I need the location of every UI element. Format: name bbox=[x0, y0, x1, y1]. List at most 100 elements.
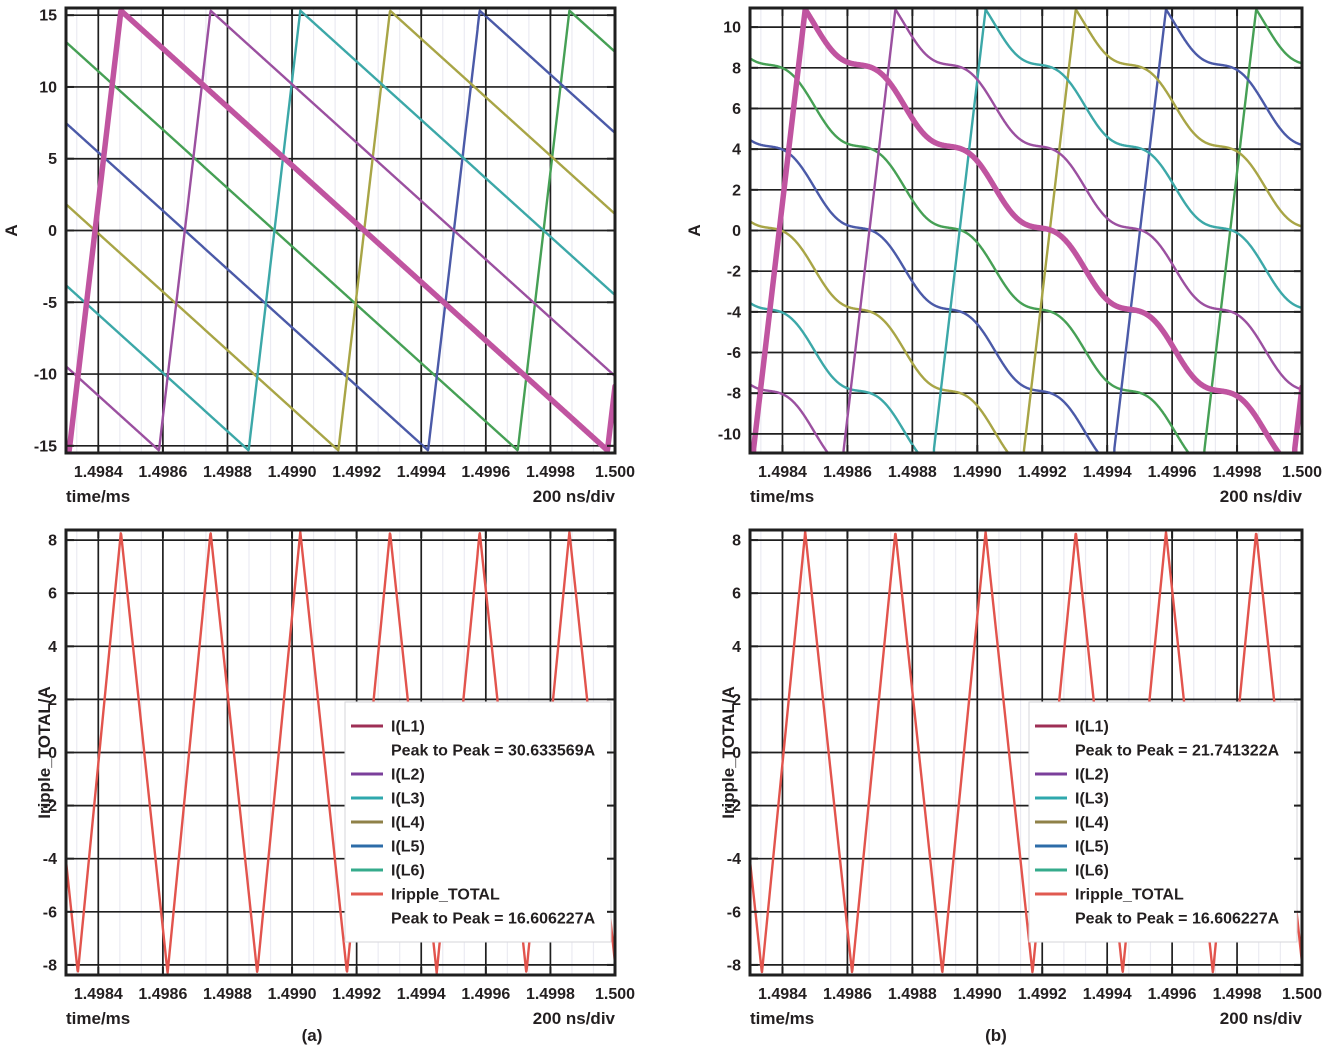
legend-item: I(L3) bbox=[1035, 791, 1109, 808]
legend-label: Peak to Peak = 30.633569A bbox=[391, 743, 596, 760]
legend-label: I(L4) bbox=[1075, 815, 1109, 832]
y-axis-label: Iripple_TOTAL/A bbox=[35, 686, 54, 819]
x-tick-label: 1.4984 bbox=[74, 464, 123, 481]
x-tick-label: 1.4988 bbox=[203, 986, 252, 1003]
legend-item: I(L5) bbox=[351, 839, 425, 856]
x-tick-label: 1.4990 bbox=[268, 986, 317, 1003]
y-tick-label: 4 bbox=[48, 639, 57, 656]
legend-item: I(L6) bbox=[1035, 863, 1109, 880]
y-tick-label: -8 bbox=[43, 957, 57, 974]
trace-il6 bbox=[66, 9, 615, 452]
x-tick-label: 1.4996 bbox=[1148, 464, 1197, 481]
plot-bottom-left: I(L1) Peak to Peak = 30.633569A I(L2) I(L3)… bbox=[35, 528, 635, 1028]
trace-il3 bbox=[66, 9, 615, 452]
legend-box bbox=[1028, 701, 1298, 943]
legend-item: Peak to Peak = 21.741322A bbox=[1075, 743, 1280, 760]
x-tick-label: 1.500 bbox=[595, 986, 635, 1003]
x-tick-label: 1.4996 bbox=[1148, 986, 1197, 1003]
legend-label: Peak to Peak = 16.606227A bbox=[1075, 911, 1280, 928]
x-axis-label: time/ms bbox=[750, 487, 814, 506]
x-axis-scale-note: 200 ns/div bbox=[1220, 487, 1303, 506]
caption-b: (b) bbox=[985, 1026, 1007, 1045]
y-tick-label: 0 bbox=[732, 745, 741, 762]
legend-item: I(L1) bbox=[1035, 719, 1109, 736]
y-tick-label: -2 bbox=[727, 264, 741, 281]
y-tick-label: 2 bbox=[732, 182, 741, 199]
y-tick-label: -8 bbox=[727, 957, 741, 974]
legend: I(L1) Peak to Peak = 30.633569A I(L2) I(L3)… bbox=[344, 701, 612, 943]
y-tick-label: 4 bbox=[732, 142, 741, 159]
x-tick-label: 1.4990 bbox=[268, 464, 317, 481]
legend-item: I(L2) bbox=[351, 767, 425, 784]
y-tick-label: 0 bbox=[48, 223, 57, 240]
legend-label: I(L2) bbox=[1075, 767, 1109, 784]
x-axis-label: time/ms bbox=[750, 1009, 814, 1028]
x-tick-label: 1.4992 bbox=[332, 986, 381, 1003]
legend-item: Peak to Peak = 16.606227A bbox=[391, 911, 596, 928]
x-axis-label: time/ms bbox=[66, 487, 130, 506]
y-tick-label: -4 bbox=[727, 851, 741, 868]
x-tick-label: 1.4988 bbox=[888, 464, 937, 481]
y-tick-label: 10 bbox=[723, 20, 741, 37]
x-tick-label: 1.4996 bbox=[461, 464, 510, 481]
trace-il5 bbox=[750, 8, 1302, 453]
x-tick-label: 1.4994 bbox=[1083, 464, 1132, 481]
x-tick-label: 1.500 bbox=[1282, 986, 1322, 1003]
y-tick-label: -10 bbox=[718, 426, 741, 443]
x-tick-label: 1.4992 bbox=[332, 464, 381, 481]
trace-group bbox=[66, 8, 615, 453]
x-tick-label: 1.4994 bbox=[397, 464, 446, 481]
y-tick-label: -4 bbox=[727, 304, 741, 321]
legend-item: Peak to Peak = 30.633569A bbox=[391, 743, 596, 760]
legend-item: I(L3) bbox=[351, 791, 425, 808]
legend-label: I(L6) bbox=[1075, 863, 1109, 880]
x-tick-label: 1.500 bbox=[1282, 464, 1322, 481]
trace-il2 bbox=[750, 8, 1302, 453]
trace-il2 bbox=[66, 9, 615, 452]
trace-group bbox=[750, 530, 1302, 974]
legend-label: I(L5) bbox=[1075, 839, 1109, 856]
trace-group bbox=[66, 530, 615, 975]
y-tick-label: -15 bbox=[34, 438, 57, 455]
trace-il1 bbox=[66, 8, 615, 453]
y-tick-label: 6 bbox=[48, 586, 57, 603]
legend-label: I(L2) bbox=[391, 767, 425, 784]
x-tick-label: 1.4994 bbox=[1083, 986, 1132, 1003]
legend-box bbox=[344, 701, 612, 943]
legend-label: Peak to Peak = 16.606227A bbox=[391, 911, 596, 928]
x-tick-label: 1.4988 bbox=[888, 986, 937, 1003]
legend-label: I(L1) bbox=[391, 719, 425, 736]
trace-iripple_total bbox=[750, 530, 1302, 974]
y-tick-label: 2 bbox=[732, 692, 741, 709]
y-tick-label: -2 bbox=[43, 798, 57, 815]
x-tick-label: 1.4998 bbox=[1213, 986, 1262, 1003]
x-tick-label: 1.4994 bbox=[397, 986, 446, 1003]
y-tick-label: 8 bbox=[48, 533, 57, 550]
x-tick-label: 1.4992 bbox=[1018, 986, 1067, 1003]
legend-item: I(L4) bbox=[1035, 815, 1109, 832]
y-axis-label: A bbox=[2, 224, 21, 236]
legend-item: I(L5) bbox=[1035, 839, 1109, 856]
y-tick-label: 6 bbox=[732, 586, 741, 603]
legend-label: I(L6) bbox=[391, 863, 425, 880]
x-tick-label: 1.4998 bbox=[526, 464, 575, 481]
legend-label: Peak to Peak = 21.741322A bbox=[1075, 743, 1280, 760]
legend-label: Iripple_TOTAL bbox=[391, 887, 500, 904]
x-tick-label: 1.4990 bbox=[953, 464, 1002, 481]
legend-item: Peak to Peak = 16.606227A bbox=[1075, 911, 1280, 928]
legend-label: I(L3) bbox=[391, 791, 425, 808]
y-tick-label: 10 bbox=[39, 79, 57, 96]
y-tick-label: 5 bbox=[48, 151, 57, 168]
x-tick-label: 1.4988 bbox=[203, 464, 252, 481]
x-tick-label: 1.4998 bbox=[526, 986, 575, 1003]
x-axis-scale-note: 200 ns/div bbox=[1220, 1009, 1303, 1028]
trace-iripple_total bbox=[66, 530, 615, 975]
plot-top-right: 1.4984 1.4986 1.4988 1.4990 1.4992 1.4994 1.49… bbox=[685, 6, 1322, 506]
legend-item: I(L6) bbox=[351, 863, 425, 880]
x-tick-label: 1.4996 bbox=[461, 986, 510, 1003]
legend-label: I(L5) bbox=[391, 839, 425, 856]
legend-item: Iripple_TOTAL bbox=[1035, 887, 1184, 904]
trace-il1 bbox=[750, 8, 1302, 453]
trace-il4 bbox=[750, 8, 1302, 453]
